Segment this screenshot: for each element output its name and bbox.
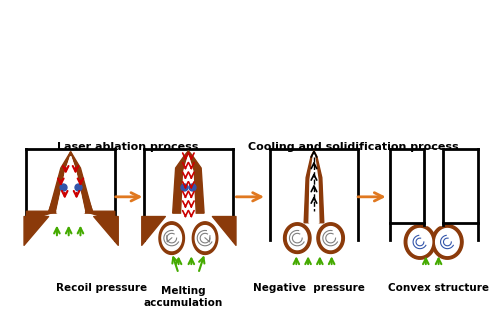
Polygon shape [309, 153, 319, 223]
Polygon shape [432, 225, 463, 259]
Polygon shape [57, 157, 84, 211]
Polygon shape [49, 152, 92, 211]
Polygon shape [57, 157, 84, 213]
Polygon shape [304, 151, 324, 223]
Polygon shape [317, 223, 344, 254]
Text: Convex structure: Convex structure [388, 283, 489, 293]
Polygon shape [288, 227, 307, 250]
Polygon shape [424, 149, 444, 225]
Polygon shape [159, 222, 184, 255]
Polygon shape [436, 228, 459, 255]
Polygon shape [284, 223, 311, 254]
Text: Laser ablation process: Laser ablation process [57, 142, 198, 152]
Text: Melting
accumulation: Melting accumulation [144, 286, 223, 308]
Polygon shape [404, 225, 436, 259]
Polygon shape [48, 152, 93, 213]
Polygon shape [26, 211, 57, 221]
Polygon shape [192, 222, 218, 255]
Text: Negative  pressure: Negative pressure [253, 283, 365, 293]
Polygon shape [172, 151, 204, 213]
Polygon shape [84, 211, 115, 221]
Polygon shape [162, 226, 182, 250]
Polygon shape [196, 226, 215, 250]
Polygon shape [321, 227, 340, 250]
Text: Cooling and solidification process: Cooling and solidification process [248, 142, 458, 152]
Text: Recoil pressure: Recoil pressure [56, 283, 147, 293]
Polygon shape [408, 228, 432, 255]
